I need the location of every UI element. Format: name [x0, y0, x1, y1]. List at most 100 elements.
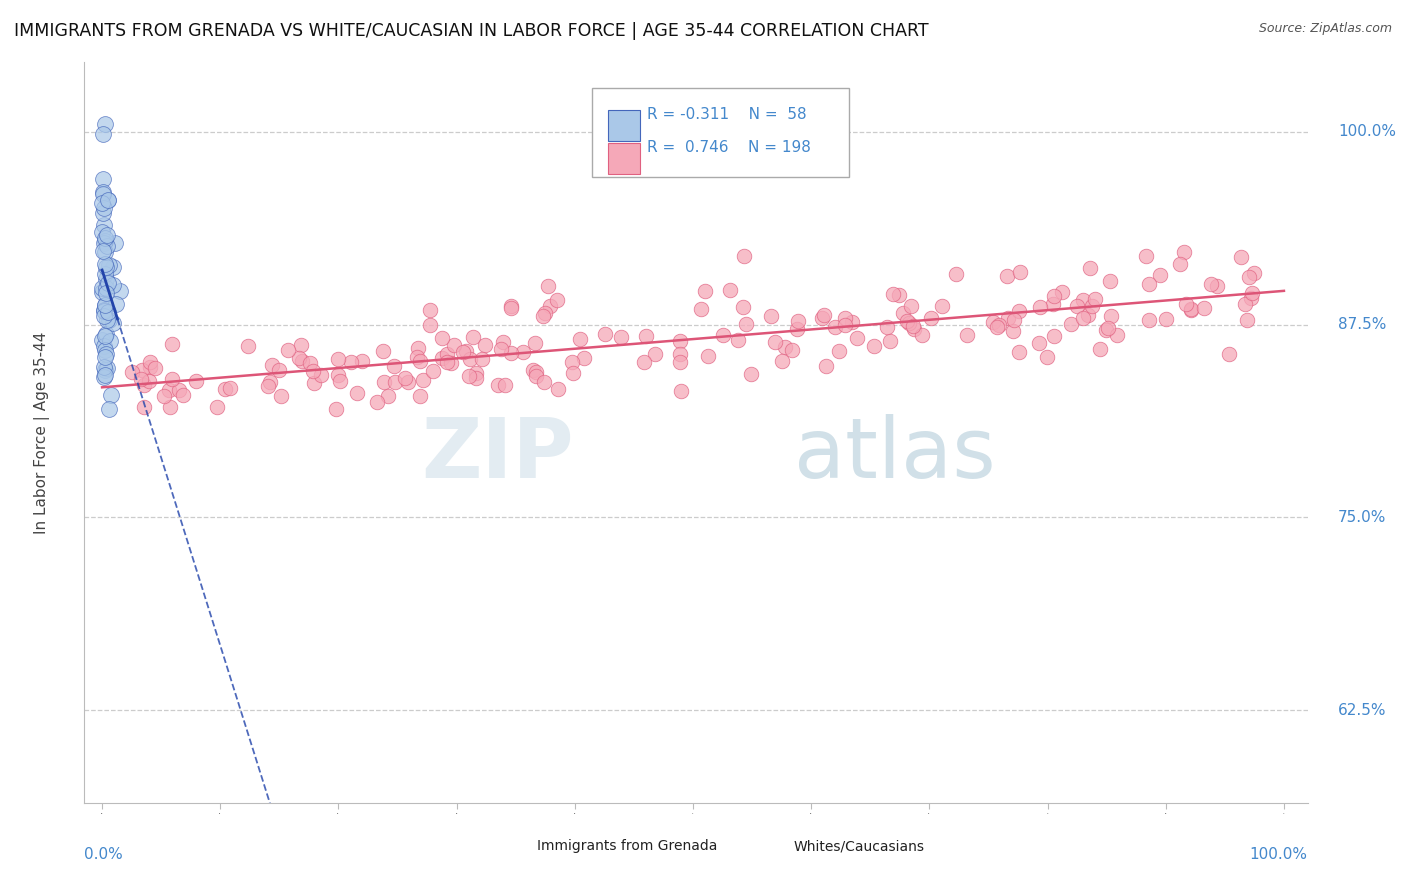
Point — [132, 400, 155, 414]
Text: Immigrants from Grenada: Immigrants from Grenada — [537, 839, 717, 854]
Point — [1028, 336, 1050, 351]
Point — [94, 328, 117, 343]
Point — [298, 356, 321, 370]
Point — [697, 349, 720, 363]
Point — [270, 389, 292, 403]
Text: 0.0%: 0.0% — [84, 847, 124, 863]
Point — [1002, 324, 1025, 338]
Point — [489, 342, 512, 356]
Point — [882, 287, 904, 301]
Point — [93, 201, 115, 215]
Point — [896, 314, 918, 328]
Text: Whites/Caucasians: Whites/Caucasians — [794, 839, 925, 854]
Point — [633, 355, 655, 369]
Point — [436, 354, 458, 368]
Point — [91, 187, 114, 202]
Text: 75.0%: 75.0% — [1339, 510, 1386, 525]
Point — [572, 351, 595, 365]
Point — [94, 234, 117, 248]
Point — [325, 402, 347, 417]
Point — [524, 365, 547, 379]
Point — [1206, 278, 1229, 293]
Point — [815, 359, 838, 374]
Point — [328, 368, 350, 383]
Point — [93, 235, 115, 250]
Point — [547, 382, 569, 396]
Point — [1175, 297, 1198, 311]
Point — [131, 363, 153, 377]
Point — [91, 281, 114, 295]
Point — [454, 343, 477, 358]
Point — [1028, 300, 1050, 314]
Point — [384, 359, 406, 374]
Point — [1008, 265, 1031, 279]
Point — [1192, 301, 1215, 315]
Point — [1084, 292, 1107, 306]
Point — [693, 284, 716, 298]
Point — [731, 301, 754, 315]
Point — [945, 267, 967, 281]
Point — [373, 375, 395, 389]
Point — [373, 344, 395, 359]
FancyBboxPatch shape — [607, 143, 640, 174]
Point — [1008, 303, 1031, 318]
Point — [1230, 250, 1253, 264]
Point — [512, 345, 534, 359]
Point — [1149, 268, 1171, 282]
Text: R = -0.311    N =  58: R = -0.311 N = 58 — [647, 107, 807, 122]
Point — [775, 339, 797, 353]
Point — [172, 388, 194, 402]
Point — [1237, 269, 1260, 284]
Point — [91, 186, 114, 200]
Point — [219, 381, 242, 395]
Point — [346, 385, 368, 400]
Point — [828, 344, 851, 359]
Point — [534, 305, 557, 319]
Point — [956, 328, 979, 343]
Point — [1233, 297, 1256, 311]
Point — [1097, 321, 1119, 335]
Point — [494, 378, 516, 392]
Point — [879, 334, 901, 348]
Point — [94, 286, 117, 301]
Point — [1243, 266, 1265, 280]
Point — [339, 355, 361, 369]
Point — [1137, 312, 1160, 326]
Point — [451, 344, 474, 359]
Point — [891, 306, 914, 320]
Point — [1088, 343, 1111, 357]
Point — [634, 329, 657, 343]
Text: IMMIGRANTS FROM GRENADA VS WHITE/CAUCASIAN IN LABOR FORCE | AGE 35-44 CORRELATIO: IMMIGRANTS FROM GRENADA VS WHITE/CAUCASI… — [14, 22, 929, 40]
Point — [184, 375, 207, 389]
Point — [668, 355, 690, 369]
Point — [104, 236, 127, 251]
Point — [97, 194, 120, 208]
Point — [205, 400, 228, 414]
Point — [412, 373, 434, 387]
Point — [94, 267, 117, 281]
Point — [443, 337, 465, 351]
Point — [91, 225, 114, 239]
Point — [91, 195, 114, 210]
Point — [524, 369, 547, 384]
Point — [1043, 289, 1066, 303]
Point — [546, 293, 568, 307]
Point — [569, 332, 592, 346]
Point — [1154, 312, 1177, 326]
Point — [740, 367, 762, 381]
Point — [668, 347, 690, 361]
Point — [1218, 347, 1240, 361]
Point — [302, 376, 325, 391]
Point — [214, 382, 236, 396]
Point — [236, 339, 259, 353]
Point — [432, 351, 454, 365]
Point — [770, 354, 793, 368]
Point — [366, 394, 388, 409]
Point — [523, 335, 546, 350]
Point — [711, 327, 734, 342]
Point — [422, 364, 444, 378]
Text: ZIP: ZIP — [422, 414, 574, 495]
Point — [1135, 249, 1157, 263]
Point — [94, 260, 117, 274]
Point — [409, 353, 432, 368]
